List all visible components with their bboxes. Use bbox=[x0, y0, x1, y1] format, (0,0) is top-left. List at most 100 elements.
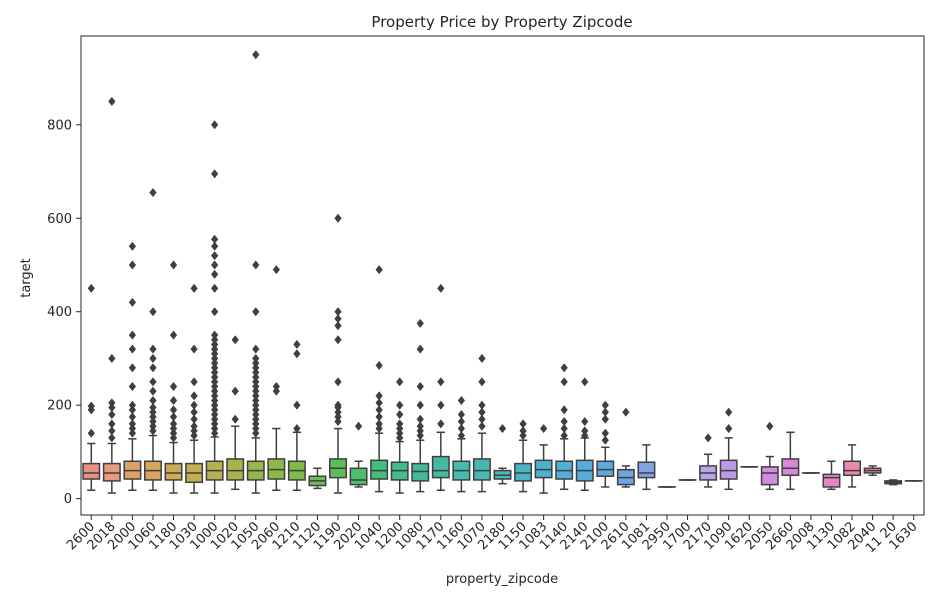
outlier-point bbox=[437, 283, 445, 293]
outlier-point bbox=[560, 377, 568, 387]
outlier-point bbox=[539, 423, 548, 434]
outlier-point bbox=[581, 426, 589, 436]
outlier-point bbox=[272, 386, 281, 396]
outlier-point bbox=[87, 401, 95, 411]
outlier-point bbox=[210, 307, 219, 317]
outlier-point bbox=[457, 430, 466, 441]
outlier-point bbox=[375, 419, 383, 429]
outlier-point bbox=[190, 344, 198, 354]
outlier-point bbox=[169, 419, 178, 429]
outlier-point bbox=[210, 241, 219, 251]
outlier-point bbox=[252, 423, 260, 434]
outlier-point bbox=[108, 419, 116, 429]
outlier-point bbox=[375, 398, 383, 408]
outlier-point bbox=[581, 416, 589, 427]
outlier-point bbox=[416, 430, 424, 441]
outlier-point bbox=[190, 426, 198, 436]
outlier-point bbox=[560, 363, 568, 373]
box-group-2610 bbox=[616, 407, 635, 488]
outlier-point bbox=[149, 344, 157, 354]
outlier-point bbox=[128, 363, 137, 373]
outlier-point bbox=[149, 395, 157, 406]
outlier-point bbox=[396, 400, 404, 410]
box-group-1160 bbox=[452, 395, 471, 493]
outlier-point bbox=[149, 407, 157, 417]
outlier-point bbox=[416, 344, 424, 354]
outlier-point bbox=[724, 423, 733, 434]
outlier-point bbox=[190, 377, 198, 387]
outlier-point bbox=[334, 321, 342, 331]
box-iqr bbox=[349, 467, 368, 486]
outlier-point bbox=[210, 283, 219, 293]
outlier-point bbox=[252, 414, 260, 424]
outlier-point bbox=[190, 283, 198, 293]
plot-frame bbox=[80, 35, 925, 516]
outlier-point bbox=[375, 265, 383, 275]
outlier-point bbox=[560, 405, 568, 415]
box-iqr bbox=[822, 473, 841, 488]
outlier-point bbox=[396, 377, 404, 387]
box-iqr bbox=[82, 462, 101, 480]
outlier-point bbox=[457, 409, 466, 420]
outlier-point bbox=[149, 187, 157, 198]
box-group-1170 bbox=[431, 283, 450, 491]
outlier-point bbox=[601, 428, 609, 438]
outlier-point bbox=[149, 386, 157, 396]
box-group-2040 bbox=[863, 465, 882, 477]
box-group-2000 bbox=[123, 241, 142, 491]
outlier-point bbox=[293, 349, 301, 359]
outlier-point bbox=[169, 433, 178, 443]
outlier-point bbox=[396, 423, 404, 434]
outlier-point bbox=[210, 400, 219, 410]
box-iqr bbox=[760, 466, 779, 486]
outlier-point bbox=[169, 330, 178, 340]
box-group-2100 bbox=[596, 400, 615, 488]
outlier-point bbox=[560, 430, 568, 441]
outlier-point bbox=[252, 260, 260, 270]
box-group-2050 bbox=[760, 421, 779, 491]
outlier-point bbox=[190, 391, 198, 401]
outlier-point bbox=[293, 339, 301, 350]
y-axis-label: target bbox=[19, 258, 34, 298]
outlier-point bbox=[190, 414, 198, 424]
outlier-point bbox=[128, 241, 137, 251]
outlier-point bbox=[149, 402, 157, 413]
box-group-1060 bbox=[143, 187, 162, 491]
chart-title: Property Price by Property Zipcode bbox=[371, 13, 632, 31]
box-group-1210 bbox=[287, 339, 306, 491]
box-group-1080 bbox=[411, 318, 430, 493]
box-iqr bbox=[431, 455, 450, 479]
outlier-point bbox=[128, 381, 137, 392]
box-group-1050 bbox=[246, 50, 265, 494]
outlier-point bbox=[210, 339, 219, 350]
outlier-point bbox=[108, 96, 116, 107]
box-group-2170 bbox=[699, 433, 718, 488]
outlier-point bbox=[210, 349, 219, 359]
box-group-2140 bbox=[575, 377, 594, 491]
outlier-point bbox=[210, 395, 219, 406]
outlier-point bbox=[560, 416, 568, 427]
outlier-point bbox=[375, 423, 383, 434]
outlier-point bbox=[108, 353, 116, 364]
outlier-point bbox=[149, 426, 157, 436]
outlier-point bbox=[128, 297, 137, 307]
y-tick-label: 800 bbox=[47, 118, 72, 133]
outlier-point bbox=[252, 395, 260, 406]
outlier-point bbox=[87, 428, 95, 438]
box-group-2060 bbox=[267, 265, 286, 491]
outlier-point bbox=[560, 423, 568, 434]
outlier-point bbox=[478, 407, 486, 417]
outlier-point bbox=[766, 421, 774, 431]
outlier-point bbox=[334, 307, 342, 317]
box-iqr bbox=[226, 458, 245, 481]
outlier-point bbox=[724, 407, 733, 417]
outlier-point bbox=[375, 391, 383, 401]
outlier-point bbox=[457, 423, 466, 434]
outlier-point bbox=[169, 428, 178, 438]
outlier-point bbox=[252, 400, 260, 410]
outlier-point bbox=[128, 428, 137, 438]
outlier-point bbox=[231, 386, 239, 396]
y-tick-label: 600 bbox=[47, 212, 72, 227]
outlier-point bbox=[210, 251, 219, 261]
